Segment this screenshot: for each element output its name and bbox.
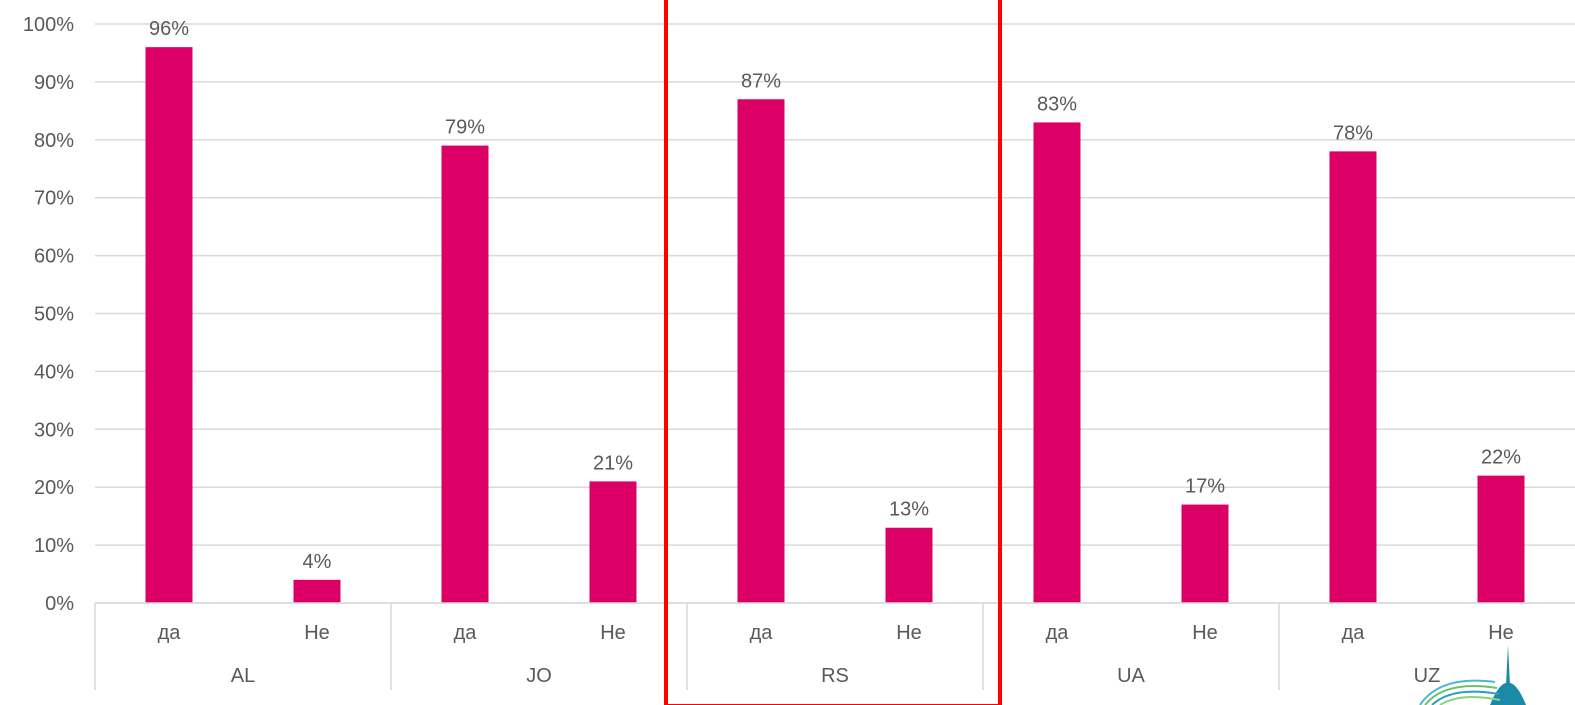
category-label: да — [158, 622, 182, 644]
bar — [441, 145, 489, 603]
y-tick-label: 10% — [34, 535, 74, 557]
y-tick-label: 60% — [34, 246, 74, 268]
gridlines — [95, 23, 1575, 604]
y-tick-label: 0% — [45, 593, 74, 615]
data-labels: 96% 4% 79% 21% 87% 13% 83% 17% 78% 22% — [149, 18, 1521, 573]
turin-mole-logo — [1419, 645, 1526, 705]
bar — [885, 527, 933, 603]
y-tick-label: 70% — [34, 188, 74, 210]
data-label: 96% — [149, 18, 189, 40]
category-label: да — [1342, 622, 1366, 644]
category-label: да — [750, 622, 774, 644]
group-label: JO — [526, 665, 552, 687]
data-label: 4% — [303, 551, 332, 573]
data-label: 22% — [1481, 447, 1521, 469]
category-label: Не — [1192, 622, 1218, 644]
bar — [1329, 151, 1377, 603]
bars — [145, 47, 1525, 604]
category-label: Не — [1488, 622, 1514, 644]
data-label: 13% — [889, 499, 929, 521]
category-label: да — [1046, 622, 1070, 644]
bar — [1477, 475, 1525, 603]
group-label: UA — [1117, 665, 1145, 687]
data-label: 83% — [1037, 93, 1077, 115]
data-label: 79% — [445, 117, 485, 139]
y-tick-label: 50% — [34, 304, 74, 326]
data-label: 78% — [1333, 122, 1373, 144]
category-label: Не — [896, 622, 922, 644]
category-label: да — [454, 622, 478, 644]
category-label: Не — [600, 622, 626, 644]
data-label: 87% — [741, 70, 781, 92]
y-tick-label: 100% — [23, 14, 74, 36]
y-tick-label: 30% — [34, 419, 74, 441]
y-tick-label: 90% — [34, 72, 74, 94]
y-tick-label: 80% — [34, 130, 74, 152]
bar — [1181, 504, 1229, 603]
x-axis: AL да Не JO да Не RS да Не UA да Не UZ да Не — [94, 602, 1575, 690]
category-label: Не — [304, 622, 330, 644]
highlight-box — [664, 0, 1002, 705]
bar — [1033, 122, 1081, 604]
group-label: AL — [231, 665, 255, 687]
bar — [145, 47, 193, 604]
y-tick-label: 40% — [34, 361, 74, 383]
bar — [293, 579, 341, 603]
group-label: RS — [821, 665, 849, 687]
y-tick-label: 20% — [34, 477, 74, 499]
y-axis-tick-labels: 0% 10% 20% 30% 40% 50% 60% 70% 80% 90% 100% — [23, 14, 74, 615]
data-label: 21% — [593, 452, 633, 474]
bar — [737, 99, 785, 604]
data-label: 17% — [1185, 476, 1225, 498]
bar — [589, 481, 637, 603]
group-label: UZ — [1414, 665, 1441, 687]
